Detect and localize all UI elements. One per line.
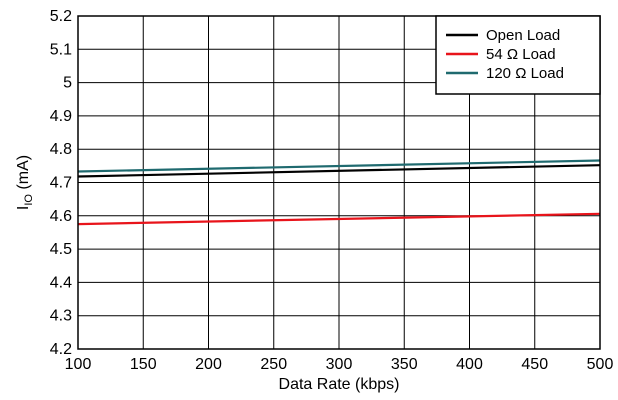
y-tick-label: 4.2 xyxy=(50,341,72,358)
legend-label: Open Load xyxy=(486,27,560,44)
y-tick-label: 5 xyxy=(63,75,72,92)
y-tick-labels: 4.2 4.3 4.4 4.5 4.6 4.7 4.8 4.9 5 5.1 5.2 xyxy=(50,8,72,358)
series-lines xyxy=(77,159,601,226)
plot-frame xyxy=(77,15,601,350)
x-axis-title: Data Rate (kbps) xyxy=(279,376,400,393)
y-tick-label: 4.6 xyxy=(50,208,72,225)
x-tick-label: 500 xyxy=(587,356,614,373)
x-tick-label: 350 xyxy=(391,356,418,373)
y-tick-label: 4.8 xyxy=(50,141,72,158)
x-tick-label: 100 xyxy=(65,356,92,373)
y-axis-title: IIO (mA) xyxy=(15,155,35,210)
x-tick-labels: 100 150 200 250 300 350 400 450 500 xyxy=(65,356,614,373)
x-tick-label: 250 xyxy=(260,356,287,373)
x-tick-label: 300 xyxy=(326,356,353,373)
series-line xyxy=(77,212,601,226)
y-tick-label: 5.1 xyxy=(50,41,72,58)
x-tick-label: 400 xyxy=(456,356,483,373)
y-axis-title-main: I xyxy=(15,206,32,210)
legend: Open Load 54 Ω Load 120 Ω Load xyxy=(435,15,601,95)
x-tick-label: 200 xyxy=(195,356,222,373)
y-tick-label: 4.4 xyxy=(50,274,72,291)
y-tick-label: 4.5 xyxy=(50,241,72,258)
y-tick-label: 5.2 xyxy=(50,8,72,25)
x-tick-label: 450 xyxy=(521,356,548,373)
legend-entries: Open Load 54 Ω Load 120 Ω Load xyxy=(446,27,564,82)
series-line xyxy=(77,164,601,178)
y-axis-title-subscript: IO xyxy=(23,194,35,206)
legend-label: 54 Ω Load xyxy=(486,46,556,63)
y-tick-label: 4.7 xyxy=(50,175,72,192)
y-axis-title-unit: (mA) xyxy=(15,155,32,194)
legend-label: 120 Ω Load xyxy=(486,65,564,82)
y-tick-label: 4.3 xyxy=(50,308,72,325)
y-tick-label: 4.9 xyxy=(50,108,72,125)
x-tick-label: 150 xyxy=(130,356,157,373)
series-line xyxy=(77,159,601,173)
